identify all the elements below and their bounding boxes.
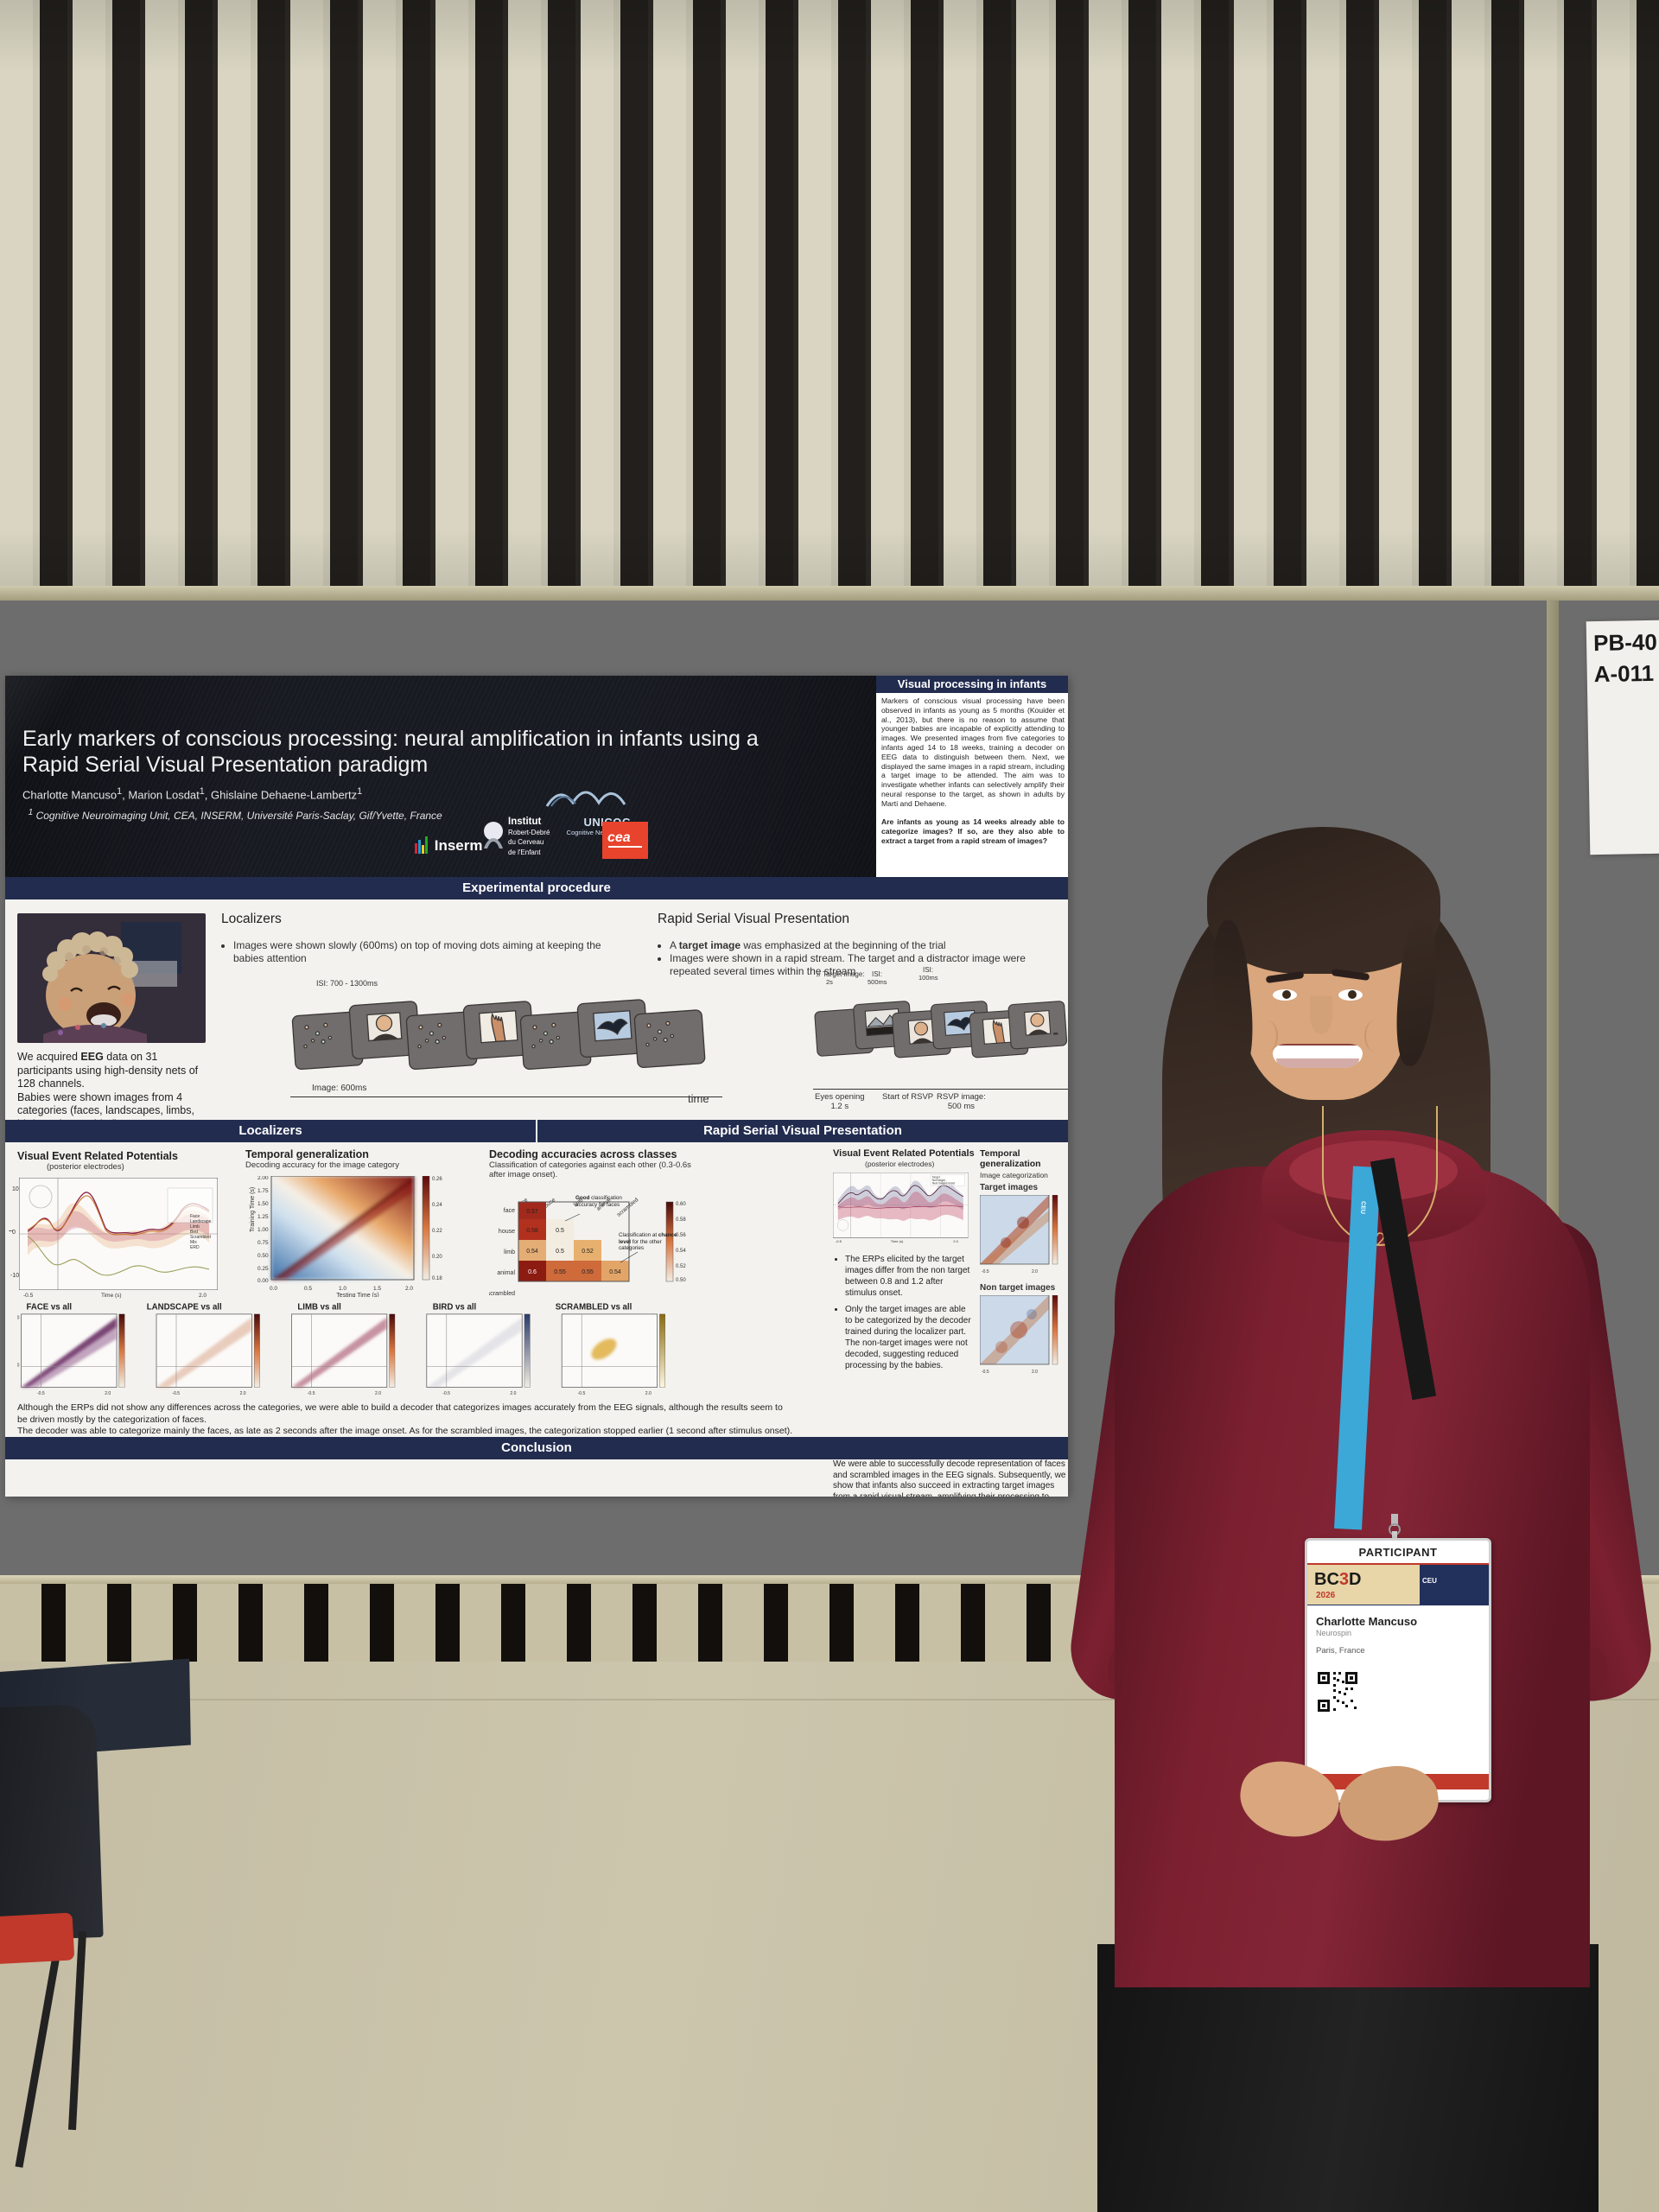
svg-text:0.75: 0.75 [257,1240,269,1246]
svg-text:0.0: 0.0 [17,1363,20,1369]
svg-text:0.55: 0.55 [582,1269,594,1275]
svg-text:1.25: 1.25 [257,1214,269,1220]
svg-text:0.60: 0.60 [676,1202,686,1207]
svg-text:0.00: 0.00 [257,1278,269,1284]
svg-text:1.0: 1.0 [339,1286,346,1292]
svg-text:-0.5: -0.5 [578,1391,586,1396]
svg-text:1.5: 1.5 [373,1286,381,1292]
svg-text:2.0: 2.0 [1032,1269,1038,1274]
svg-text:2.0: 2.0 [375,1391,381,1396]
svg-text:0.20: 0.20 [432,1255,442,1260]
svg-text:-0.5: -0.5 [982,1269,989,1274]
svg-text:-0.5: -0.5 [442,1391,450,1396]
svg-text:2.0: 2.0 [17,1315,20,1320]
svg-text:0.5: 0.5 [556,1228,564,1234]
svg-text:2.0: 2.0 [405,1286,413,1292]
svg-text:LANDSCAPE vs all: LANDSCAPE vs all [147,1303,222,1312]
svg-text:2.0: 2.0 [645,1391,652,1396]
svg-text:0.50: 0.50 [257,1253,269,1259]
svg-text:-: - [1053,1025,1058,1041]
svg-text:animal: animal [497,1270,515,1276]
svg-text:2.0: 2.0 [1032,1370,1038,1375]
svg-text:face: face [504,1208,515,1214]
svg-text:Next images onset: Next images onset [932,1181,955,1185]
svg-text:2.0: 2.0 [105,1391,111,1396]
svg-text:BIRD vs all: BIRD vs all [433,1303,476,1312]
svg-text:Time (s): Time (s) [891,1239,904,1243]
svg-text:0.22: 0.22 [432,1229,442,1234]
svg-text:2.00: 2.00 [257,1176,269,1181]
svg-text:2.0: 2.0 [953,1239,958,1243]
svg-text:house: house [499,1229,515,1235]
svg-text:0.5: 0.5 [556,1249,564,1255]
svg-text:0.52: 0.52 [676,1264,686,1269]
svg-text:limb: limb [504,1249,515,1255]
svg-text:Testing Time (s): Testing Time (s) [336,1293,378,1297]
svg-text:0.58: 0.58 [676,1217,686,1223]
svg-text:2.0: 2.0 [510,1391,516,1396]
svg-text:0.50: 0.50 [676,1278,686,1283]
svg-text:FACE vs all: FACE vs all [26,1303,72,1312]
svg-text:0.55: 0.55 [554,1269,566,1275]
svg-text:0.26: 0.26 [432,1177,442,1182]
svg-text:1.75: 1.75 [257,1188,269,1194]
svg-text:0.58: 0.58 [526,1228,538,1234]
svg-text:LIMB vs all: LIMB vs all [297,1303,340,1312]
svg-text:scrambled: scrambled [489,1291,515,1297]
svg-text:-0.5: -0.5 [836,1239,842,1243]
svg-text:0.25: 0.25 [257,1266,269,1272]
svg-text:0.54: 0.54 [609,1269,621,1275]
svg-text:1.50: 1.50 [257,1201,269,1207]
svg-text:0.0: 0.0 [270,1286,277,1292]
svg-text:-0.5: -0.5 [37,1391,45,1396]
svg-text:-0.5: -0.5 [308,1391,315,1396]
svg-text:0.18: 0.18 [432,1276,442,1281]
svg-text:0.54: 0.54 [526,1249,538,1255]
svg-text:0.24: 0.24 [432,1203,442,1208]
svg-text:0.52: 0.52 [582,1249,594,1255]
svg-text:1.00: 1.00 [257,1227,269,1233]
svg-text:0.5: 0.5 [304,1286,312,1292]
svg-text:2.0: 2.0 [240,1391,246,1396]
svg-text:SCRAMBLED vs all: SCRAMBLED vs all [556,1303,632,1312]
svg-text:0.6: 0.6 [528,1269,537,1275]
svg-text:Training Time (s): Training Time (s) [250,1187,256,1232]
svg-text:-0.5: -0.5 [982,1370,989,1375]
svg-text:-0.5: -0.5 [172,1391,180,1396]
svg-text:0.57: 0.57 [526,1209,538,1215]
